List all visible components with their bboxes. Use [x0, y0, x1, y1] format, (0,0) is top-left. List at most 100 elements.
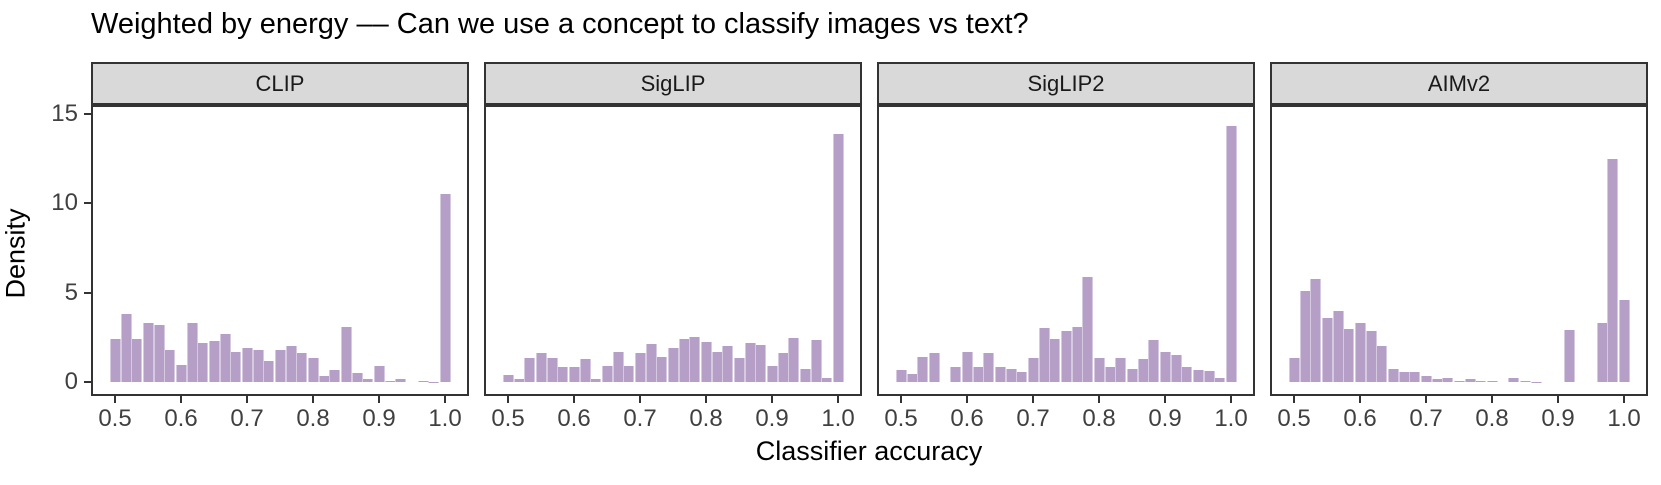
- histogram-bar: [197, 342, 209, 382]
- histogram-bar: [1071, 326, 1083, 382]
- histogram-bar: [186, 323, 198, 382]
- histogram-bars: [1272, 107, 1646, 394]
- histogram-bar: [153, 324, 165, 382]
- y-axis-title: Density: [0, 208, 31, 299]
- x-tick-label: 0.7: [1016, 405, 1050, 432]
- histogram-bar: [1398, 372, 1410, 382]
- histogram-bar: [1049, 339, 1061, 382]
- histogram-bar: [579, 358, 591, 382]
- histogram-bar: [1387, 368, 1399, 382]
- x-tick-mark: [837, 396, 839, 403]
- x-tick-label: 0.6: [557, 405, 591, 432]
- x-tick-mark: [705, 396, 707, 403]
- x-tick-mark: [1425, 396, 1427, 403]
- histogram-bar: [1060, 331, 1072, 382]
- x-tick-mark: [1293, 396, 1295, 403]
- x-tick-label: 0.6: [1343, 405, 1377, 432]
- x-tick-mark: [771, 396, 773, 403]
- histogram-bar: [906, 373, 918, 382]
- facet-strip-siglip2: SigLIP2: [877, 62, 1255, 105]
- histogram-bar: [1082, 277, 1094, 382]
- histogram-bar: [788, 338, 800, 382]
- histogram-bar: [557, 366, 569, 382]
- histogram-bar: [601, 365, 613, 382]
- facet-strip-clip: CLIP: [91, 62, 469, 105]
- histogram-bar: [1038, 328, 1050, 382]
- y-tick-mark: [84, 113, 91, 115]
- histogram-bar: [219, 333, 231, 382]
- x-tick-mark: [1098, 396, 1100, 403]
- histogram-bar: [1104, 366, 1116, 382]
- histogram-bar: [417, 381, 429, 382]
- histogram-bar: [821, 377, 833, 382]
- histogram-bar: [722, 346, 734, 382]
- chart-title: Weighted by energy –– Can we use a conce…: [91, 8, 1029, 40]
- histogram-bar: [1442, 378, 1454, 382]
- histogram-bar: [1563, 330, 1575, 382]
- x-tick-mark: [639, 396, 641, 403]
- histogram-bars: [93, 107, 467, 394]
- histogram-bar: [917, 356, 929, 382]
- x-tick-label: 0.8: [296, 405, 330, 432]
- histogram-bar: [274, 349, 286, 382]
- histogram-bar: [634, 353, 646, 382]
- histogram-bar: [1409, 372, 1421, 382]
- y-tick-label: 0: [64, 368, 78, 395]
- x-tick-mark: [114, 396, 116, 403]
- histogram-bar: [340, 326, 352, 382]
- histogram-bar: [546, 357, 558, 382]
- histogram-bar: [351, 373, 363, 382]
- x-tick-label: 1.0: [821, 405, 855, 432]
- x-tick-mark: [246, 396, 248, 403]
- y-tick-mark: [84, 292, 91, 294]
- histogram-bar: [329, 369, 341, 382]
- histogram-bar: [700, 341, 712, 382]
- x-tick-label: 0.6: [950, 405, 984, 432]
- histogram-bar: [623, 365, 635, 382]
- histogram-bar: [1464, 378, 1476, 382]
- histogram-bar: [1299, 290, 1311, 382]
- histogram-bar: [744, 342, 756, 382]
- histogram-bar: [645, 343, 657, 382]
- histogram-bar: [1203, 371, 1215, 382]
- facet-strip-siglip: SigLIP: [484, 62, 862, 105]
- histogram-bar: [1376, 346, 1388, 382]
- histogram-bar: [983, 352, 995, 382]
- x-tick-mark: [1491, 396, 1493, 403]
- histogram-bar: [1321, 317, 1333, 382]
- x-tick-mark: [966, 396, 968, 403]
- x-tick-label: 0.8: [689, 405, 723, 432]
- histogram-bar: [568, 366, 580, 382]
- histogram-bar: [109, 339, 121, 382]
- histogram-bar: [362, 379, 374, 382]
- histogram-bar: [439, 194, 451, 382]
- histogram-bar: [373, 365, 385, 382]
- x-tick-label: 0.5: [98, 405, 132, 432]
- x-tick-label: 0.9: [755, 405, 789, 432]
- histogram-bar: [241, 348, 253, 382]
- y-tick-mark: [84, 202, 91, 204]
- histogram-bar: [1607, 158, 1619, 382]
- histogram-bar: [318, 375, 330, 382]
- histogram-bar: [678, 339, 690, 382]
- histogram-bar: [1181, 366, 1193, 382]
- histogram-bar: [502, 374, 514, 382]
- histogram-bar: [384, 381, 396, 382]
- histogram-bar: [1148, 340, 1160, 382]
- histogram-bars: [486, 107, 860, 394]
- histogram-bar: [1093, 357, 1105, 382]
- histogram-bar: [656, 356, 668, 382]
- histogram-bar: [1310, 279, 1322, 382]
- x-tick-label: 0.5: [491, 405, 525, 432]
- x-tick-mark: [507, 396, 509, 403]
- histogram-bar: [395, 379, 407, 382]
- y-tick-label: 5: [64, 279, 78, 306]
- facet-strip-aimv2: AIMv2: [1270, 62, 1648, 105]
- histogram-bar: [777, 352, 789, 382]
- histogram-bar: [1596, 323, 1608, 382]
- x-tick-mark: [1623, 396, 1625, 403]
- histogram-bar: [1159, 351, 1171, 382]
- histogram-bar: [689, 337, 701, 382]
- x-tick-label: 1.0: [428, 405, 462, 432]
- x-tick-label: 0.6: [164, 405, 198, 432]
